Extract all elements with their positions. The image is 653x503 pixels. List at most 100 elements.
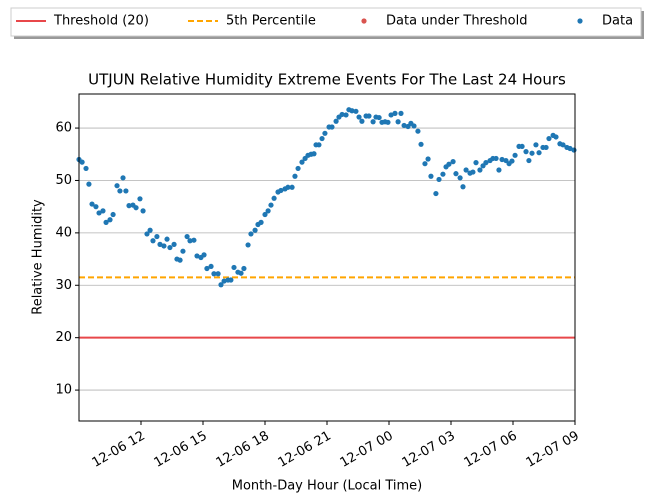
data-point	[194, 253, 200, 259]
data-point	[221, 278, 227, 284]
data-point	[353, 108, 359, 114]
data-point	[322, 130, 328, 136]
legend-label: Threshold (20)	[53, 14, 149, 29]
data-point	[473, 160, 479, 166]
data-point	[339, 111, 345, 118]
data-point	[107, 217, 113, 223]
data-point	[110, 211, 116, 218]
data-point	[543, 144, 549, 151]
data-point	[299, 159, 305, 165]
data-point	[215, 271, 221, 277]
data-point	[228, 277, 234, 283]
data-point	[512, 152, 518, 158]
x-tick-label: 12-07 03	[400, 429, 458, 471]
data-point	[359, 118, 365, 124]
data-point	[428, 173, 434, 179]
data-point	[120, 175, 126, 181]
data-point	[278, 187, 284, 194]
data-point	[289, 184, 295, 190]
data-point	[546, 135, 552, 142]
data-point	[154, 233, 160, 240]
data-point	[343, 112, 349, 118]
y-tick-label: 30	[55, 278, 72, 293]
data-point	[147, 227, 153, 233]
data-point	[187, 238, 193, 244]
legend-label: Data	[602, 14, 633, 29]
data-point	[292, 173, 298, 179]
data-point	[349, 108, 355, 114]
data-point	[123, 188, 129, 194]
plot-frame	[78, 93, 576, 422]
data-point	[433, 190, 439, 197]
data-point	[271, 195, 277, 201]
data-point	[311, 151, 317, 157]
data-point	[477, 167, 483, 173]
data-point	[133, 205, 139, 211]
data-point	[262, 211, 268, 218]
data-point	[450, 159, 456, 165]
data-point	[463, 167, 469, 173]
chart-title: UTJUN Relative Humidity Extreme Events F…	[88, 71, 566, 89]
data-point	[285, 184, 291, 190]
data-point	[167, 244, 173, 251]
data-point	[117, 188, 123, 194]
data-point	[526, 157, 532, 164]
data-point	[238, 270, 244, 276]
data-point	[567, 145, 573, 152]
data-point	[204, 265, 210, 272]
data-point	[177, 257, 183, 263]
data-point	[126, 203, 132, 209]
data-point	[184, 233, 190, 240]
data-point	[333, 118, 339, 124]
data-point	[150, 238, 156, 244]
data-point	[388, 112, 394, 118]
data-point	[252, 227, 258, 233]
data-point	[89, 201, 95, 207]
data-point	[100, 208, 106, 214]
data-point	[137, 196, 143, 202]
data-point	[493, 155, 499, 162]
data-point	[415, 128, 421, 134]
data-point	[356, 114, 362, 120]
data-point	[496, 167, 502, 173]
data-point	[529, 150, 535, 156]
data-point	[460, 184, 466, 190]
data-point	[208, 263, 214, 270]
x-tick-label: 12-06 12	[90, 429, 148, 471]
x-tick-label: 12-06 15	[152, 429, 210, 471]
x-tick-label: 12-07 06	[462, 429, 520, 471]
data-point	[218, 282, 224, 288]
data-point	[140, 208, 146, 214]
data-point	[180, 248, 186, 254]
data-point	[411, 123, 417, 129]
x-tick-label: 12-06 18	[214, 429, 272, 471]
legend: Threshold (20) 5th Percentile Data under T…	[16, 14, 633, 29]
data-point	[161, 243, 167, 249]
data-point	[231, 264, 237, 271]
x-tick-label: 12-07 00	[338, 429, 396, 471]
x-tick-label: 12-06 21	[276, 429, 334, 471]
data-point	[79, 159, 85, 165]
data-point	[103, 219, 109, 225]
data-point	[376, 114, 382, 121]
data-point	[425, 156, 431, 162]
y-tick-label: 40	[55, 225, 72, 240]
y-tick-label: 10	[55, 383, 72, 398]
data-point	[241, 265, 247, 272]
data-point	[470, 169, 476, 175]
data-point	[268, 202, 274, 208]
data-point	[114, 183, 120, 189]
data-point	[248, 231, 254, 237]
data-point	[483, 160, 489, 166]
data-point	[446, 161, 452, 167]
data-point	[86, 181, 92, 187]
legend-label: 5th Percentile	[226, 14, 316, 29]
data-point	[93, 204, 99, 210]
data-point	[295, 165, 301, 172]
data-point	[499, 156, 505, 163]
x-tick-label: 12-07 09	[524, 429, 582, 471]
data-point	[453, 171, 459, 177]
data-point	[265, 208, 271, 214]
data-point	[157, 241, 163, 247]
